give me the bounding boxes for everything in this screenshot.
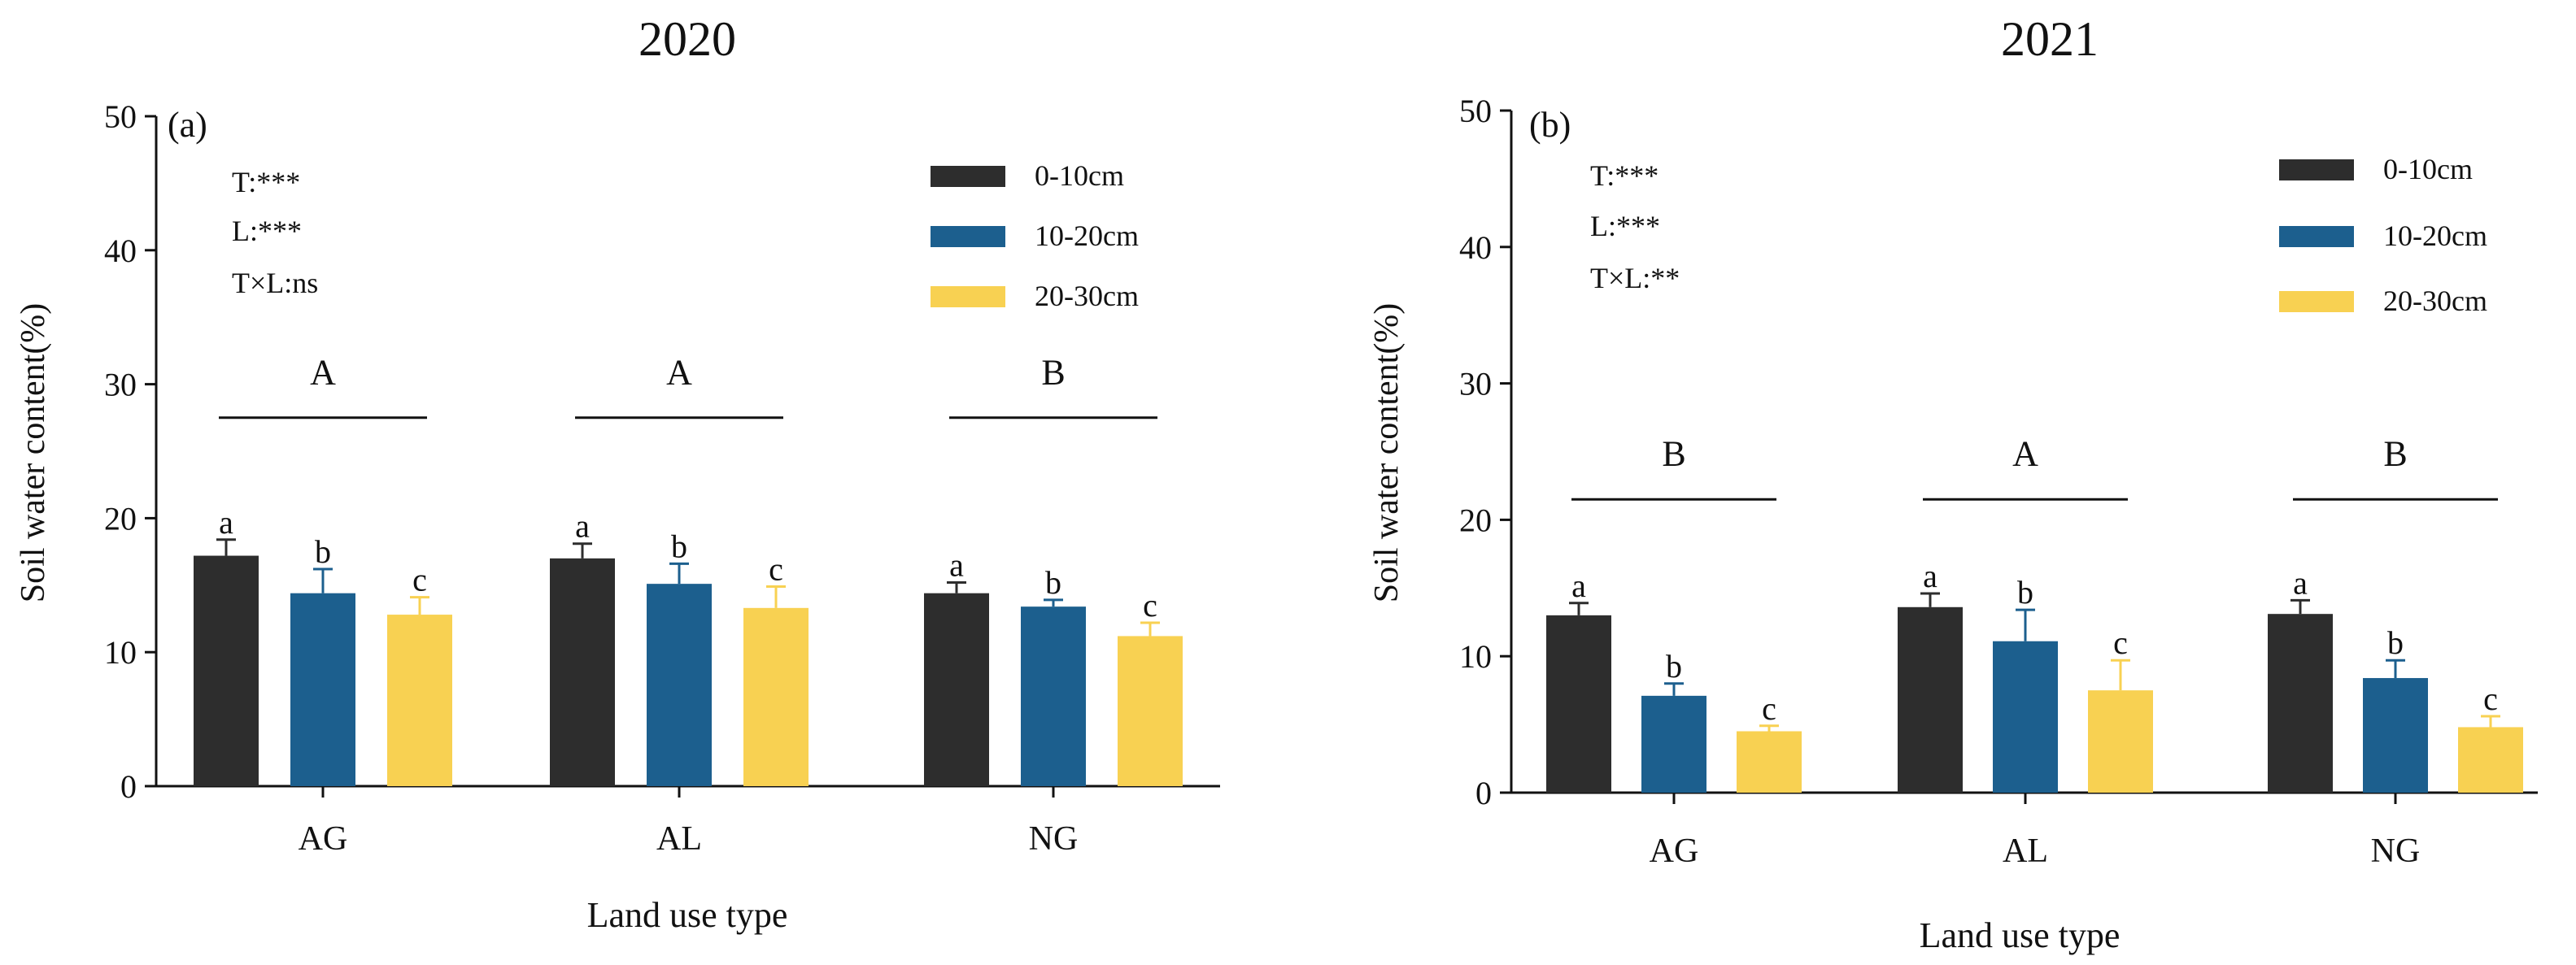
legend-swatch-1	[931, 226, 1005, 247]
y-tick-label: 50	[1459, 93, 1492, 129]
significance-letter: a	[219, 504, 233, 541]
x-tick-label: AG	[1650, 832, 1699, 870]
significance-letter: a	[1571, 567, 1586, 604]
group-letter: A	[666, 353, 692, 393]
bar	[2268, 614, 2333, 793]
significance-letter: b	[2387, 624, 2404, 661]
group-letter: B	[1041, 353, 1065, 393]
significance-letter: c	[1762, 690, 1776, 727]
bar	[387, 615, 452, 786]
bar	[194, 555, 259, 786]
bar	[1898, 606, 1963, 793]
panel-label: (a)	[168, 105, 207, 145]
bar	[743, 607, 809, 786]
significance-letter: b	[671, 528, 687, 564]
significance-letter: c	[769, 550, 783, 587]
legend-label-0: 0-10cm	[1035, 159, 1124, 192]
bar	[1993, 641, 2058, 793]
legend-label-1: 10-20cm	[1035, 220, 1139, 252]
legend-label-2: 20-30cm	[1035, 280, 1139, 312]
group-letter: A	[2012, 433, 2038, 473]
bar	[1737, 731, 1802, 793]
legend-label-0: 0-10cm	[2383, 153, 2473, 185]
significance-letter: b	[1666, 648, 1682, 685]
bar	[1641, 695, 1706, 793]
bars: a a a b b b c c c B A B	[1546, 433, 2523, 793]
significance-letter: c	[2483, 680, 2498, 717]
significance-letter: b	[315, 533, 331, 570]
y-tick-label: 30	[1459, 366, 1492, 402]
significance-letter: b	[2017, 574, 2033, 611]
y-tick-label: 40	[104, 233, 137, 269]
y-tick-label: 20	[104, 500, 137, 537]
y-tick-label: 50	[104, 98, 137, 135]
stat-txl: T×L:**	[1590, 262, 1680, 294]
bar	[290, 593, 355, 786]
significance-letter: a	[2293, 564, 2308, 601]
bar	[1546, 615, 1611, 793]
stat-t: T:***	[1590, 159, 1658, 192]
bar	[1021, 606, 1086, 786]
y-tick-label: 20	[1459, 502, 1492, 538]
legend: 0-10cm 10-20cm 20-30cm	[931, 159, 1139, 312]
legend: 0-10cm 10-20cm 20-30cm	[2279, 153, 2487, 317]
chart-title: 2020	[639, 12, 736, 66]
legend-swatch-2	[931, 286, 1005, 307]
bar	[1118, 636, 1183, 786]
legend-label-1: 10-20cm	[2383, 220, 2487, 252]
y-tick-label: 0	[1475, 775, 1492, 811]
stat-t: T:***	[232, 166, 300, 198]
chart-panel-2020: 2020 (a) Soil water content(%) Land use …	[15, 12, 1220, 935]
y-tick-label: 30	[104, 367, 137, 403]
x-tick-label: NG	[1029, 820, 1079, 858]
significance-letter: c	[1143, 587, 1157, 624]
legend-swatch-1	[2279, 226, 2354, 247]
chart-panel-2021: 2021 (b) Soil water content(%) Land use …	[1368, 12, 2538, 955]
y-tick-label: 0	[120, 768, 137, 805]
legend-label-2: 20-30cm	[2383, 285, 2487, 317]
y-tick-label: 40	[1459, 229, 1492, 266]
bar	[2088, 690, 2153, 793]
chart-title: 2021	[2001, 12, 2099, 66]
y-tick-label: 10	[1459, 638, 1492, 675]
y-axis-label: Soil water content(%)	[1368, 303, 1406, 603]
panel-label: (b)	[1529, 105, 1571, 145]
y-axis-label: Soil water content(%)	[15, 303, 52, 603]
group-letter: A	[310, 353, 336, 393]
bar	[2458, 727, 2523, 793]
stat-l: L:***	[1590, 210, 1660, 242]
significance-letter: c	[2113, 624, 2128, 661]
significance-letter: a	[575, 508, 590, 545]
legend-swatch-2	[2279, 291, 2354, 312]
bar	[647, 584, 712, 786]
legend-swatch-0	[2279, 159, 2354, 180]
bars: a a a b b b c c c A A B	[194, 353, 1183, 786]
group-letter: B	[1662, 433, 1685, 473]
bar	[2363, 678, 2428, 793]
x-tick-label: NG	[2371, 832, 2421, 870]
bar	[924, 593, 989, 786]
significance-letter: a	[949, 547, 964, 584]
x-tick-label: AG	[299, 820, 348, 858]
stat-l: L:***	[232, 215, 302, 247]
group-letter: B	[2383, 433, 2407, 473]
bar	[550, 558, 615, 786]
x-tick-label: AL	[2003, 832, 2048, 870]
stat-txl: T×L:ns	[232, 267, 318, 299]
legend-swatch-0	[931, 166, 1005, 187]
significance-letter: a	[1923, 558, 1937, 594]
x-axis-label: Land use type	[1920, 915, 2121, 955]
significance-letter: b	[1045, 564, 1061, 601]
y-tick-label: 10	[104, 634, 137, 671]
x-tick-label: AL	[656, 820, 702, 858]
significance-letter: c	[412, 562, 427, 598]
x-axis-label: Land use type	[587, 895, 788, 935]
